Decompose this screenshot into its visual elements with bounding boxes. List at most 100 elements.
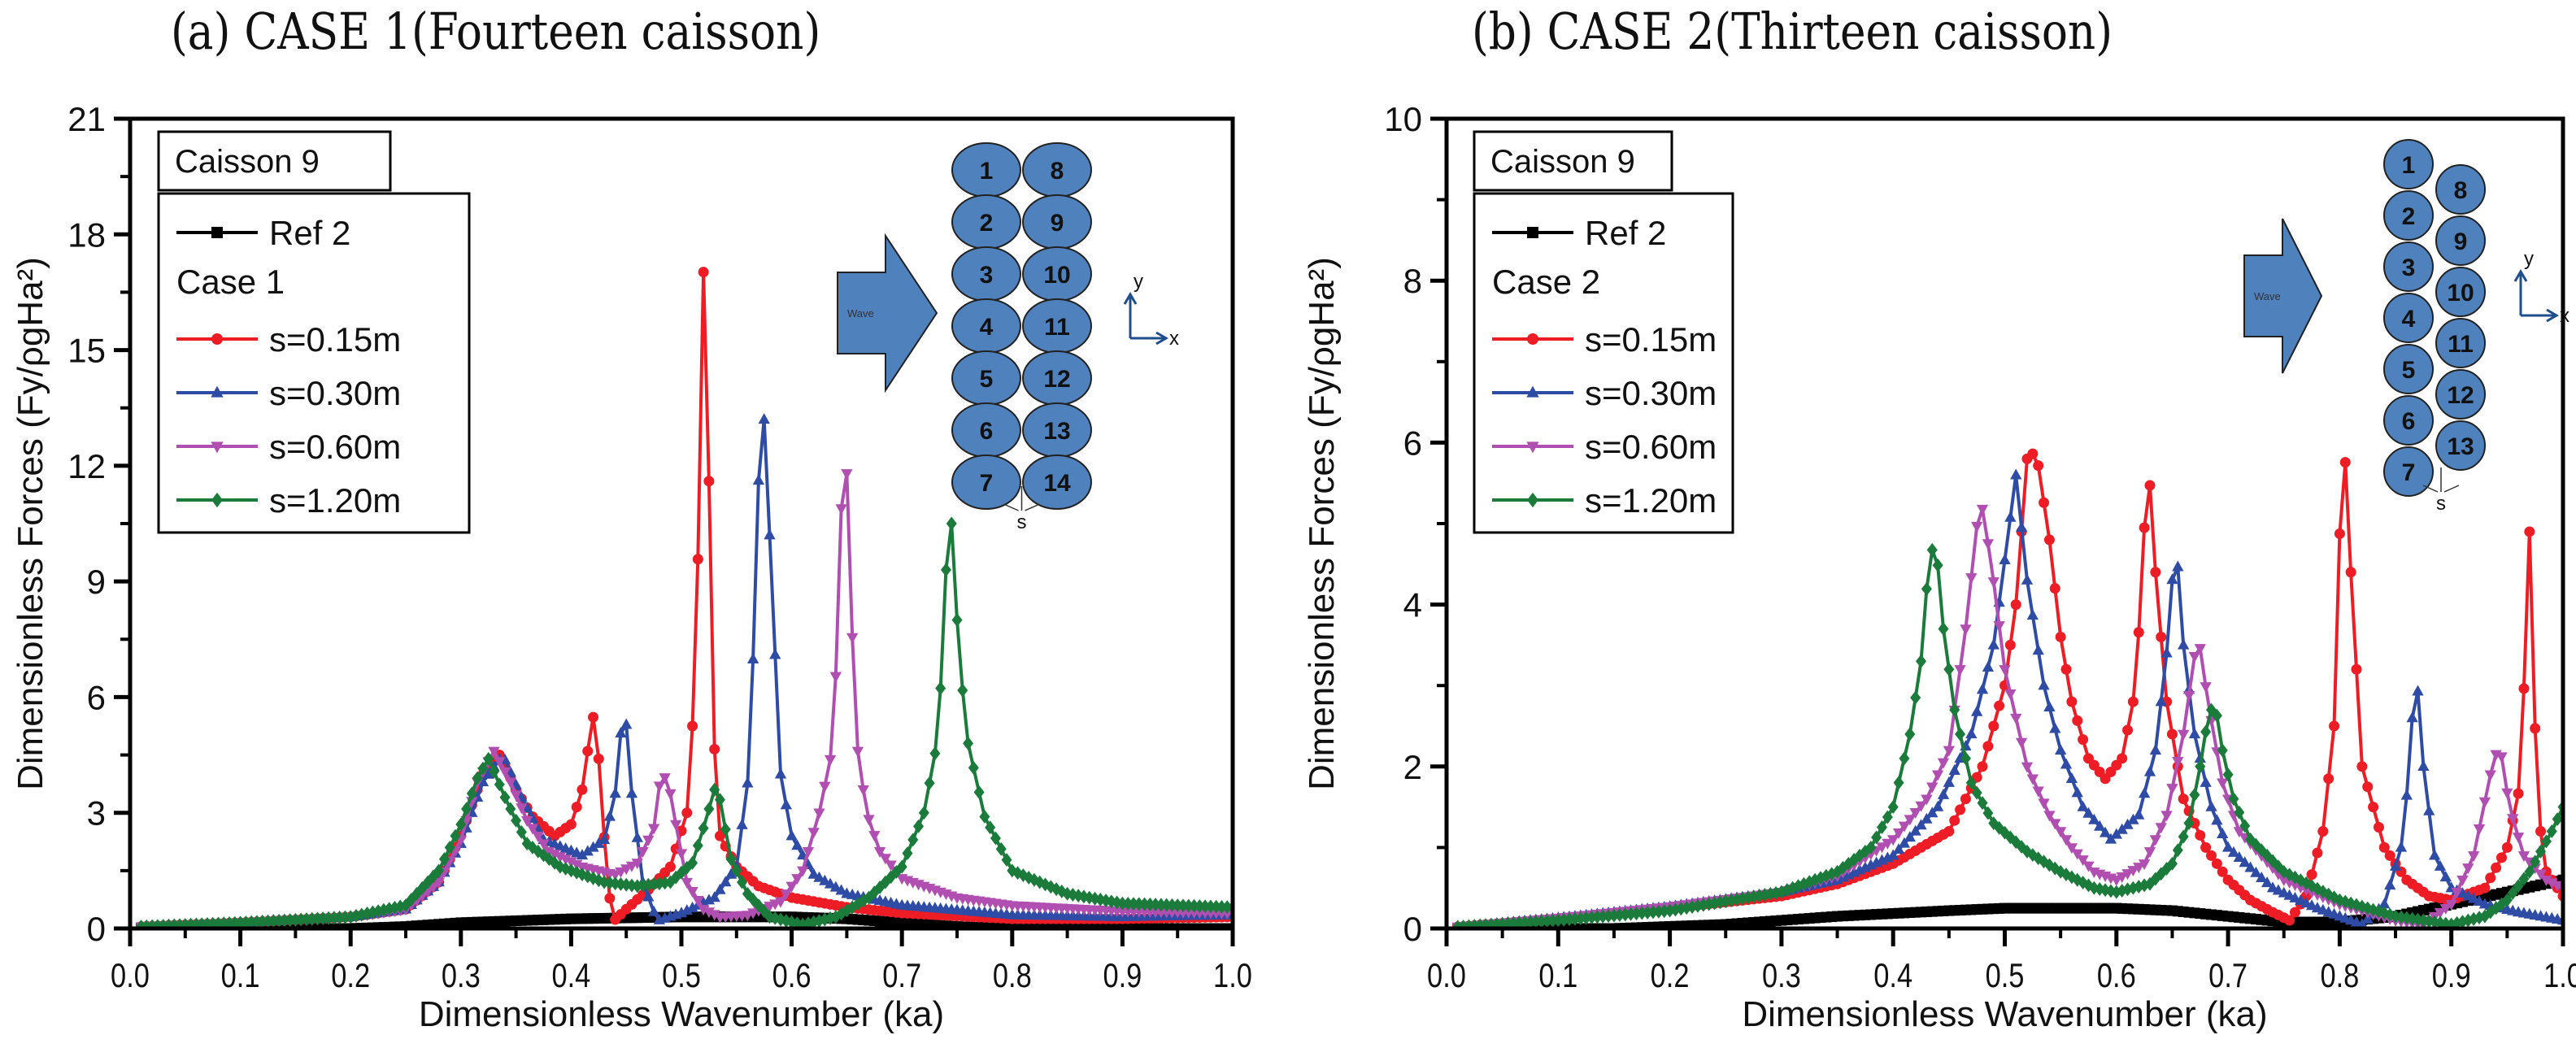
y-tick-label: 15 [67, 332, 106, 370]
data-point [2501, 841, 2513, 853]
data-point [498, 767, 511, 778]
data-point [2127, 813, 2139, 824]
y-tick-label: 18 [67, 215, 106, 254]
data-point [791, 874, 803, 885]
caisson-circle [2383, 190, 2434, 241]
data-point [1051, 882, 1062, 897]
caisson-circle [2383, 241, 2434, 292]
y-tick-label: 2 [1403, 748, 1422, 786]
data-point [1725, 894, 1737, 907]
data-point [780, 889, 792, 901]
data-point [2026, 774, 2039, 785]
data-point [990, 831, 1001, 846]
data-point [2217, 778, 2229, 789]
x-axis-arrow-icon [1130, 331, 1168, 346]
data-point [1987, 577, 1999, 589]
data-point [824, 754, 837, 766]
data-point [2082, 861, 2095, 872]
y-tick-label: 10 [1384, 100, 1422, 138]
x-axis-label: Dimensionless Wavenumber (ka) [1742, 994, 2267, 1034]
caisson-circle [2435, 369, 2486, 420]
data-point [2233, 827, 2245, 838]
data-point [455, 817, 467, 832]
data-point [2261, 876, 2274, 888]
data-point [2155, 695, 2167, 707]
data-point [2178, 729, 2190, 741]
x-tick-label: 0.9 [2432, 957, 2471, 995]
data-point [1943, 746, 1955, 757]
data-point [1976, 504, 1989, 515]
legend-label: s=0.60m [1585, 428, 1717, 466]
data-point [516, 824, 527, 839]
data-point [1960, 794, 1971, 805]
data-point [2099, 826, 2112, 837]
data-point [2434, 907, 2447, 919]
data-point [742, 776, 754, 788]
data-point [785, 881, 798, 893]
data-point [2200, 841, 2212, 853]
data-point [2407, 911, 2418, 926]
legend-marker [211, 441, 224, 454]
data-point [1871, 830, 1882, 845]
caisson-number: 2 [2402, 203, 2416, 230]
legend: Ref 2 Case 1 s=0.15m s=0.30m s=0.60m s=1.20m [157, 192, 471, 534]
data-point [2517, 851, 2530, 863]
data-point [1892, 828, 1905, 839]
data-point [1034, 875, 1046, 889]
data-point [1675, 902, 1686, 916]
data-point [537, 839, 550, 850]
data-point [1564, 912, 1575, 927]
data-point [1971, 521, 1983, 533]
data-point [1898, 837, 1911, 848]
caisson-number: 3 [2402, 254, 2416, 281]
data-point [2021, 762, 2034, 773]
data-point [752, 474, 765, 485]
data-point [1865, 840, 1877, 854]
data-point [675, 849, 688, 860]
caisson-number: 4 [2402, 306, 2416, 333]
data-point [521, 837, 533, 851]
caisson-number: 1 [2402, 152, 2416, 179]
legend-label: Ref 2 [1585, 214, 1666, 252]
y-tick-label: 3 [87, 794, 106, 833]
data-point [2513, 879, 2524, 894]
data-point [2329, 720, 2340, 732]
panel-a-title: (a) CASE 1(Fourteen caisson) [171, 2, 821, 61]
data-point [1144, 897, 1155, 911]
data-point [588, 711, 599, 723]
data-point [2250, 866, 2262, 877]
data-point [653, 781, 666, 793]
caisson-number: 7 [2402, 459, 2416, 486]
data-point [2368, 802, 2379, 813]
caisson-circle [1022, 454, 1092, 510]
data-point [2039, 497, 2050, 508]
data-point [2356, 761, 2368, 772]
gap-label: s [2436, 493, 2446, 515]
data-point [615, 727, 627, 738]
data-point [2351, 663, 2362, 675]
data-point [2552, 812, 2563, 826]
data-point [279, 913, 290, 928]
data-point [764, 528, 776, 540]
y-axis-label: Dimensionless Forces (Fy/ρgHa²) [11, 257, 50, 790]
data-point [1664, 903, 1676, 918]
data-point [2479, 882, 2491, 894]
data-point [494, 777, 505, 792]
data-point [2194, 644, 2206, 655]
data-point [2027, 448, 2039, 459]
data-point [841, 469, 853, 480]
legend-label: s=0.30m [1585, 374, 1717, 412]
data-point [2150, 567, 2161, 578]
data-point [2423, 804, 2435, 815]
data-point [1001, 853, 1012, 867]
data-point [2289, 907, 2300, 918]
data-point [2032, 786, 2044, 798]
data-point [890, 864, 902, 879]
data-point [2233, 851, 2245, 863]
data-point [807, 867, 820, 879]
data-point [1199, 899, 1211, 914]
data-point [819, 781, 831, 793]
data-point [2211, 814, 2223, 825]
caisson-number: 10 [2447, 280, 2474, 307]
